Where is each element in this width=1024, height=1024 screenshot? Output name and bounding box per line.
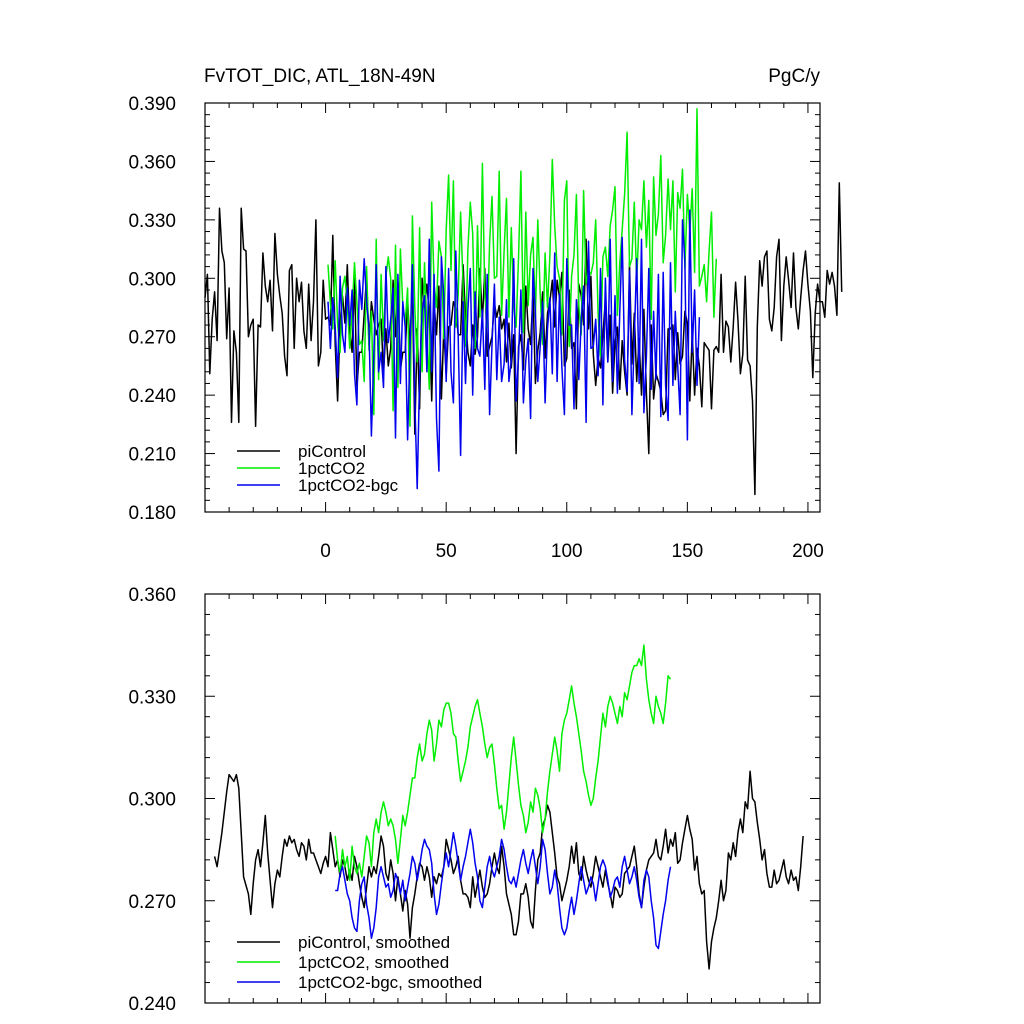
y-tick-label: 0.390 — [128, 94, 176, 115]
y-tick-label: 0.270 — [128, 328, 176, 349]
series-line-1 — [213, 770, 804, 970]
y-tick-label: 0.240 — [128, 386, 176, 407]
series-line-3 — [335, 828, 672, 950]
x-tick-label: 150 — [672, 541, 704, 562]
top-plot-frame — [204, 102, 821, 513]
series-line-2 — [334, 644, 672, 882]
legend-label: piControl — [298, 442, 366, 461]
y-tick-label: 0.330 — [128, 687, 176, 708]
top-chart-units: PgC/y — [768, 66, 820, 87]
y-tick-label: 0.300 — [128, 269, 176, 290]
legend-label: piControl, smoothed — [298, 933, 450, 952]
x-tick-label: 200 — [792, 541, 824, 562]
legend-label: 1pctCO2, smoothed — [298, 953, 449, 972]
y-tick-label: 0.300 — [128, 790, 176, 811]
y-tick-label: 0.360 — [128, 152, 176, 173]
legend-label: 1pctCO2-bgc — [298, 476, 399, 495]
y-tick-label: 0.270 — [128, 892, 176, 913]
x-tick-label: 0 — [320, 541, 331, 562]
top-chart-title: FvTOT_DIC, ATL_18N-49N — [204, 66, 436, 87]
y-tick-label: 0.240 — [128, 994, 176, 1015]
top-chart-panel: FvTOT_DIC, ATL_18N-49N PgC/y 0.180 0.210 0… — [128, 66, 843, 562]
x-tick-label: 50 — [436, 541, 457, 562]
series-line-2 — [327, 108, 718, 428]
y-tick-label: 0.210 — [128, 445, 176, 466]
legend-label: 1pctCO2-bgc, smoothed — [298, 973, 482, 992]
x-tick-label: 100 — [551, 541, 583, 562]
legend-label: 1pctCO2 — [298, 459, 365, 478]
bottom-chart-panel: 0.240 0.270 0.300 0.330 0.360 piControl, smoo… — [128, 585, 821, 1015]
y-tick-label: 0.330 — [128, 211, 176, 232]
y-tick-label: 0.360 — [128, 585, 176, 606]
series-line-3 — [327, 209, 701, 490]
y-tick-label: 0.180 — [128, 503, 176, 524]
